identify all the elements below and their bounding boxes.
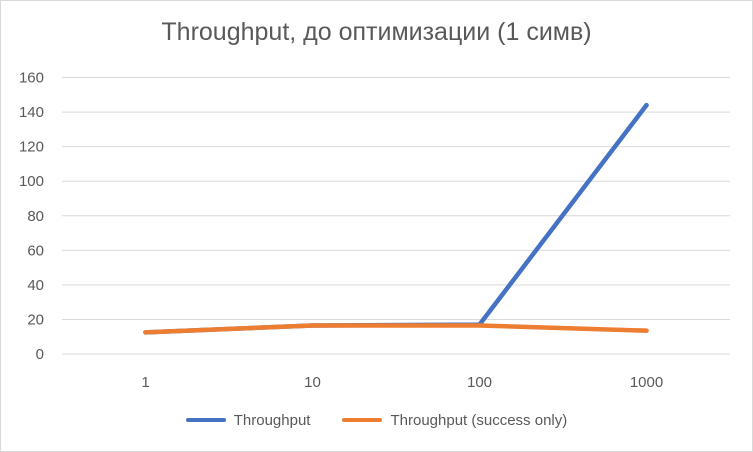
y-tick-label: 100 xyxy=(19,173,44,190)
y-tick-label: 80 xyxy=(27,208,44,225)
x-tick-label: 100 xyxy=(467,374,492,391)
x-tick-label: 1000 xyxy=(630,374,663,391)
data-point xyxy=(477,323,482,328)
legend-swatch-throughput-success xyxy=(342,418,383,422)
y-tick-label: 40 xyxy=(27,277,44,294)
series-line-1 xyxy=(143,323,649,335)
y-tick-label: 0 xyxy=(36,346,44,363)
chart-title: Throughput, до оптимизации (1 симв) xyxy=(161,18,592,46)
legend-entry-throughput-success: Throughput (success only) xyxy=(342,412,567,429)
data-point xyxy=(644,328,649,333)
y-tick-label: 160 xyxy=(19,70,44,87)
y-tick-label: 120 xyxy=(19,139,44,156)
x-tick-label: 1 xyxy=(141,374,149,391)
y-tick-label: 140 xyxy=(19,104,44,121)
data-point xyxy=(644,102,649,108)
legend: Throughput Throughput (success only) xyxy=(0,408,753,432)
legend-swatch-throughput xyxy=(185,418,226,422)
x-tick-label: 10 xyxy=(304,374,321,391)
y-tick-label: 20 xyxy=(27,311,44,328)
data-point xyxy=(310,323,315,328)
series-line-0 xyxy=(143,102,649,335)
y-tick-label: 60 xyxy=(27,242,44,259)
legend-entry-throughput: Throughput xyxy=(185,411,311,429)
data-point xyxy=(143,330,148,335)
legend-label-throughput: Throughput xyxy=(233,411,311,429)
legend-label-throughput-success: Throughput (success only) xyxy=(390,411,568,429)
